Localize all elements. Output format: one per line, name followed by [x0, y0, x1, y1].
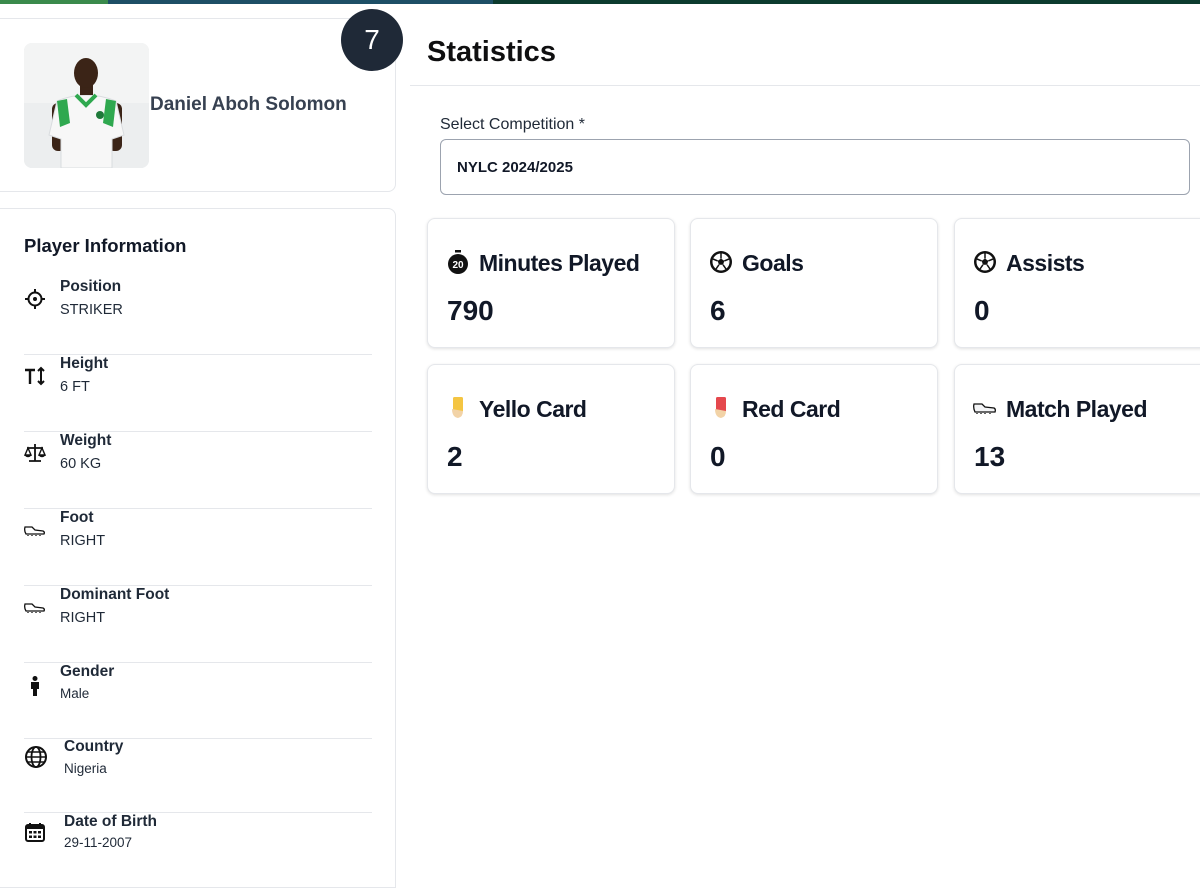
- info-row-foot: Foot RIGHT: [24, 509, 372, 586]
- info-row-height: Height 6 FT: [24, 355, 372, 432]
- top-accent-bar: [0, 0, 1200, 4]
- stat-card-match-played: Match Played 13: [954, 364, 1200, 494]
- stat-value: 6: [710, 295, 726, 326]
- player-name: Daniel Aboh Solomon: [150, 94, 347, 115]
- top-bar-accent-blue: [108, 0, 493, 4]
- info-row-weight: Weight 60 KG: [23, 432, 372, 509]
- header-divider: [410, 85, 1200, 86]
- info-value: 6 FT: [60, 379, 90, 395]
- boot-icon: [24, 518, 46, 540]
- soccer-ball-icon: [709, 250, 733, 274]
- stat-label: Red Card: [742, 396, 841, 422]
- info-value: STRIKER: [60, 302, 123, 318]
- competition-select-value: NYLC 2024/2025: [457, 159, 573, 176]
- top-bar-accent-green: [0, 0, 108, 4]
- info-label: Position: [60, 278, 122, 295]
- info-row-country: Country Nigeria: [24, 738, 372, 813]
- stat-label: Match Played: [1006, 396, 1148, 422]
- info-row-date-of-birth: Date of Birth 29-11-2007: [24, 813, 372, 890]
- jersey-number-badge: 7: [341, 9, 403, 71]
- stat-value: 0: [710, 441, 726, 472]
- info-label: Country: [64, 738, 124, 755]
- soccer-ball-icon: [973, 250, 997, 274]
- competition-select[interactable]: NYLC 2024/2025: [440, 139, 1190, 195]
- info-row-gender: Gender Male: [24, 663, 372, 739]
- stat-label: Yello Card: [479, 396, 587, 422]
- info-value: 29-11-2007: [64, 835, 133, 850]
- stat-label: Assists: [1006, 250, 1085, 276]
- info-label: Weight: [60, 432, 112, 449]
- crosshair-icon: [24, 288, 46, 310]
- info-label: Gender: [60, 663, 115, 680]
- info-value: Male: [60, 686, 90, 701]
- stat-value: 0: [974, 295, 990, 326]
- stat-value: 13: [974, 441, 1006, 472]
- stopwatch-icon: 20: [446, 250, 470, 274]
- info-label: Foot: [60, 509, 94, 526]
- person-icon: [24, 675, 46, 697]
- calendar-icon: [24, 821, 46, 843]
- player-avatar: [24, 43, 149, 168]
- info-label: Date of Birth: [64, 813, 157, 830]
- info-value: Nigeria: [64, 761, 107, 776]
- stat-label: Minutes Played: [479, 250, 640, 276]
- player-profile-card: Daniel Aboh Solomon: [0, 18, 396, 192]
- info-value: 60 KG: [60, 456, 102, 472]
- stat-card-minutes-played: 20 Minutes Played 790: [427, 218, 675, 348]
- globe-icon: [24, 745, 48, 769]
- player-information-title: Player Information: [24, 235, 187, 256]
- text-height-icon: [24, 365, 46, 387]
- yellow-card-icon: [446, 396, 470, 420]
- red-card-icon: [709, 396, 733, 420]
- info-label: Height: [60, 355, 109, 372]
- stat-card-assists: Assists 0: [954, 218, 1200, 348]
- player-information-card: Player Information Position STRIKER Heig…: [0, 208, 396, 888]
- stat-value: 790: [447, 295, 494, 326]
- stat-card-red-card: Red Card 0: [690, 364, 938, 494]
- info-row-position: Position STRIKER: [24, 278, 372, 355]
- scale-icon: [23, 442, 47, 464]
- info-value: RIGHT: [60, 533, 106, 549]
- competition-select-label: Select Competition *: [440, 116, 585, 133]
- svg-text:20: 20: [452, 260, 464, 271]
- info-label: Dominant Foot: [60, 586, 170, 603]
- info-row-dominant-foot: Dominant Foot RIGHT: [24, 586, 372, 663]
- stat-card-goals: Goals 6: [690, 218, 938, 348]
- boot-icon: [973, 396, 997, 420]
- info-value: RIGHT: [60, 610, 106, 626]
- stat-label: Goals: [742, 250, 804, 276]
- stat-card-yellow-card: Yello Card 2: [427, 364, 675, 494]
- boot-icon: [24, 595, 46, 617]
- statistics-title: Statistics: [427, 36, 556, 68]
- stat-value: 2: [447, 441, 463, 472]
